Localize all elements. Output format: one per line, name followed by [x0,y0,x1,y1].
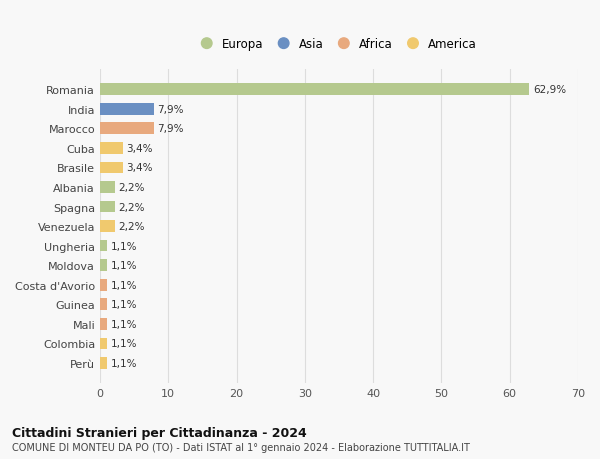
Text: 2,2%: 2,2% [118,202,145,212]
Bar [100,279,107,291]
Text: 1,1%: 1,1% [111,339,137,349]
Bar [100,338,107,350]
Bar [100,221,115,232]
Text: 2,2%: 2,2% [118,183,145,192]
Bar [100,162,123,174]
Text: 1,1%: 1,1% [111,300,137,310]
Legend: Europa, Asia, Africa, America: Europa, Asia, Africa, America [201,38,477,51]
Text: 1,1%: 1,1% [111,319,137,329]
Text: 1,1%: 1,1% [111,358,137,368]
Text: 2,2%: 2,2% [118,222,145,232]
Text: Cittadini Stranieri per Cittadinanza - 2024: Cittadini Stranieri per Cittadinanza - 2… [12,426,307,439]
Bar [100,358,107,369]
Bar [100,201,115,213]
Text: 62,9%: 62,9% [533,85,566,95]
Bar [100,299,107,310]
Text: 3,4%: 3,4% [127,144,153,153]
Bar [100,260,107,271]
Text: COMUNE DI MONTEU DA PO (TO) - Dati ISTAT al 1° gennaio 2024 - Elaborazione TUTTI: COMUNE DI MONTEU DA PO (TO) - Dati ISTAT… [12,442,470,452]
Bar [100,84,529,96]
Bar [100,318,107,330]
Text: 3,4%: 3,4% [127,163,153,173]
Text: 1,1%: 1,1% [111,241,137,251]
Text: 1,1%: 1,1% [111,280,137,290]
Bar [100,240,107,252]
Text: 7,9%: 7,9% [157,105,184,114]
Text: 1,1%: 1,1% [111,261,137,271]
Bar [100,123,154,135]
Bar [100,104,154,115]
Text: 7,9%: 7,9% [157,124,184,134]
Bar [100,143,123,154]
Bar [100,182,115,193]
